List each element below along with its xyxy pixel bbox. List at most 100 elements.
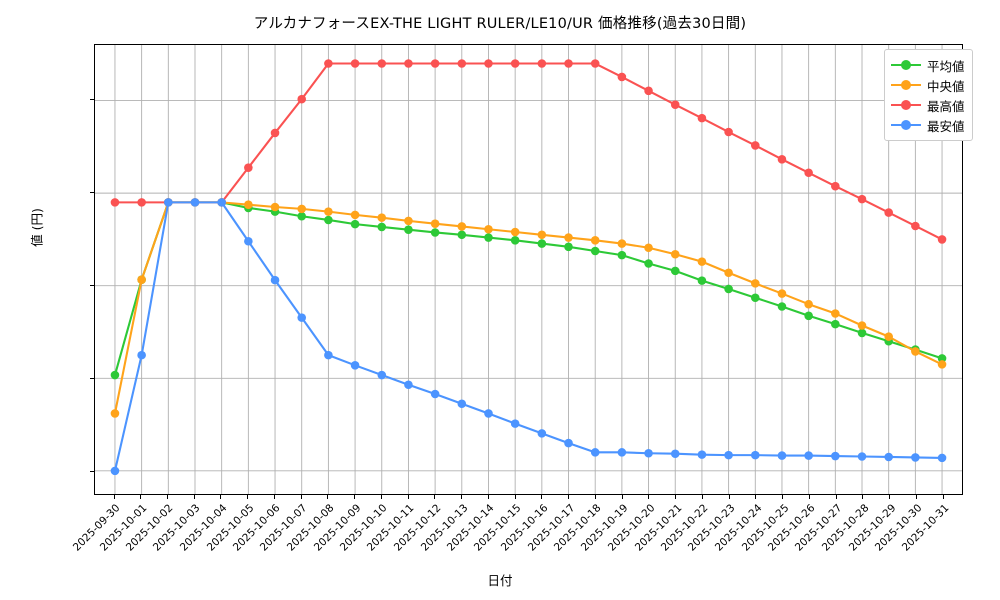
legend-item-2[interactable]: 最高値 [891,95,965,115]
x-tick-mark [461,495,463,499]
x-tick-label: 2025-10-21 [632,502,685,554]
data-point [377,59,387,68]
data-point [670,249,680,259]
data-point [644,243,653,253]
x-tick-label: 2025-10-04 [177,502,230,554]
data-point [750,141,760,150]
data-point [884,332,893,341]
x-tick-mark [487,495,489,499]
x-tick-label: 2025-10-15 [471,502,524,554]
data-point [137,350,146,360]
x-tick-mark [862,495,864,499]
data-point [350,361,360,370]
data-point [697,450,707,459]
data-point [244,200,253,209]
series-line [113,201,944,472]
data-point [724,268,733,278]
data-point [590,59,600,68]
x-tick-mark [942,495,944,499]
data-point [270,202,280,212]
data-point [537,230,547,240]
data-point [297,313,307,322]
data-point [750,293,760,303]
data-point [484,59,493,68]
data-point [777,451,787,460]
data-point [670,449,680,459]
data-point [404,59,413,68]
x-tick-mark [728,495,730,499]
data-point [297,211,307,221]
x-tick-label: 2025-10-25 [739,502,792,554]
x-tick-mark [220,495,222,499]
data-point [430,228,440,237]
x-tick-mark [113,495,115,499]
data-point [137,198,146,207]
series-line [113,201,944,415]
x-tick-label: 2025-10-18 [552,502,604,554]
x-tick-label: 2025-10-14 [445,502,497,554]
x-tick-mark [755,495,757,499]
data-point [110,409,120,418]
data-point [670,266,680,276]
x-tick-mark [166,495,168,499]
data-point [244,236,253,246]
x-tick-label: 2025-10-11 [365,502,417,554]
x-tick-mark [675,495,677,499]
x-tick-label: 2025-10-03 [151,502,203,554]
series-0 [110,198,947,380]
legend-item-3[interactable]: 最安値 [891,115,965,135]
data-point [831,309,840,318]
legend-label: 最高値 [927,98,965,114]
data-point [110,370,120,380]
data-point [590,236,600,245]
data-point [457,399,467,409]
data-point [884,452,893,462]
x-tick-mark [354,495,356,499]
data-point [510,236,520,245]
x-tick-mark [193,495,195,499]
data-point [937,354,947,363]
data-point [911,453,920,462]
x-tick-label: 2025-10-09 [311,502,364,554]
data-point [350,59,360,68]
data-point [750,450,760,460]
legend-marker-icon [891,98,921,112]
grid-lines [95,45,962,494]
x-tick-mark [648,495,650,499]
data-point [110,198,120,207]
x-tick-mark [782,495,784,499]
plot-svg [95,45,962,494]
data-point [510,419,520,428]
chart-title: アルカナフォースEX-THE LIGHT RULER/LE10/UR 価格推移(… [253,16,747,32]
data-point [857,194,867,204]
data-point [831,319,840,329]
x-tick-label: 2025-10-30 [873,502,925,554]
data-point [484,409,493,418]
data-point [110,466,120,476]
data-point [804,311,813,321]
data-point [430,219,440,228]
data-point [137,275,146,284]
data-point [404,225,413,234]
legend-marker-icon [891,78,921,92]
legend-marker-icon [891,58,921,72]
data-point [324,215,333,225]
data-point [484,233,493,242]
x-axis-label: 日付 [487,573,513,588]
data-point [937,235,947,244]
x-tick-mark [701,495,703,499]
x-tick-mark [327,495,329,499]
data-point [564,438,573,448]
legend-marker-icon [891,118,921,132]
series-2 [110,59,947,244]
legend-item-0[interactable]: 平均値 [891,55,965,75]
legend-item-1[interactable]: 中央値 [891,75,965,95]
x-tick-mark [808,495,810,499]
x-tick-label: 2025-10-13 [418,502,471,554]
x-tick-mark [889,495,891,499]
data-point [564,59,573,68]
data-point [430,59,440,68]
x-tick-label: 2025-10-31 [899,502,952,554]
series-line [113,201,944,377]
